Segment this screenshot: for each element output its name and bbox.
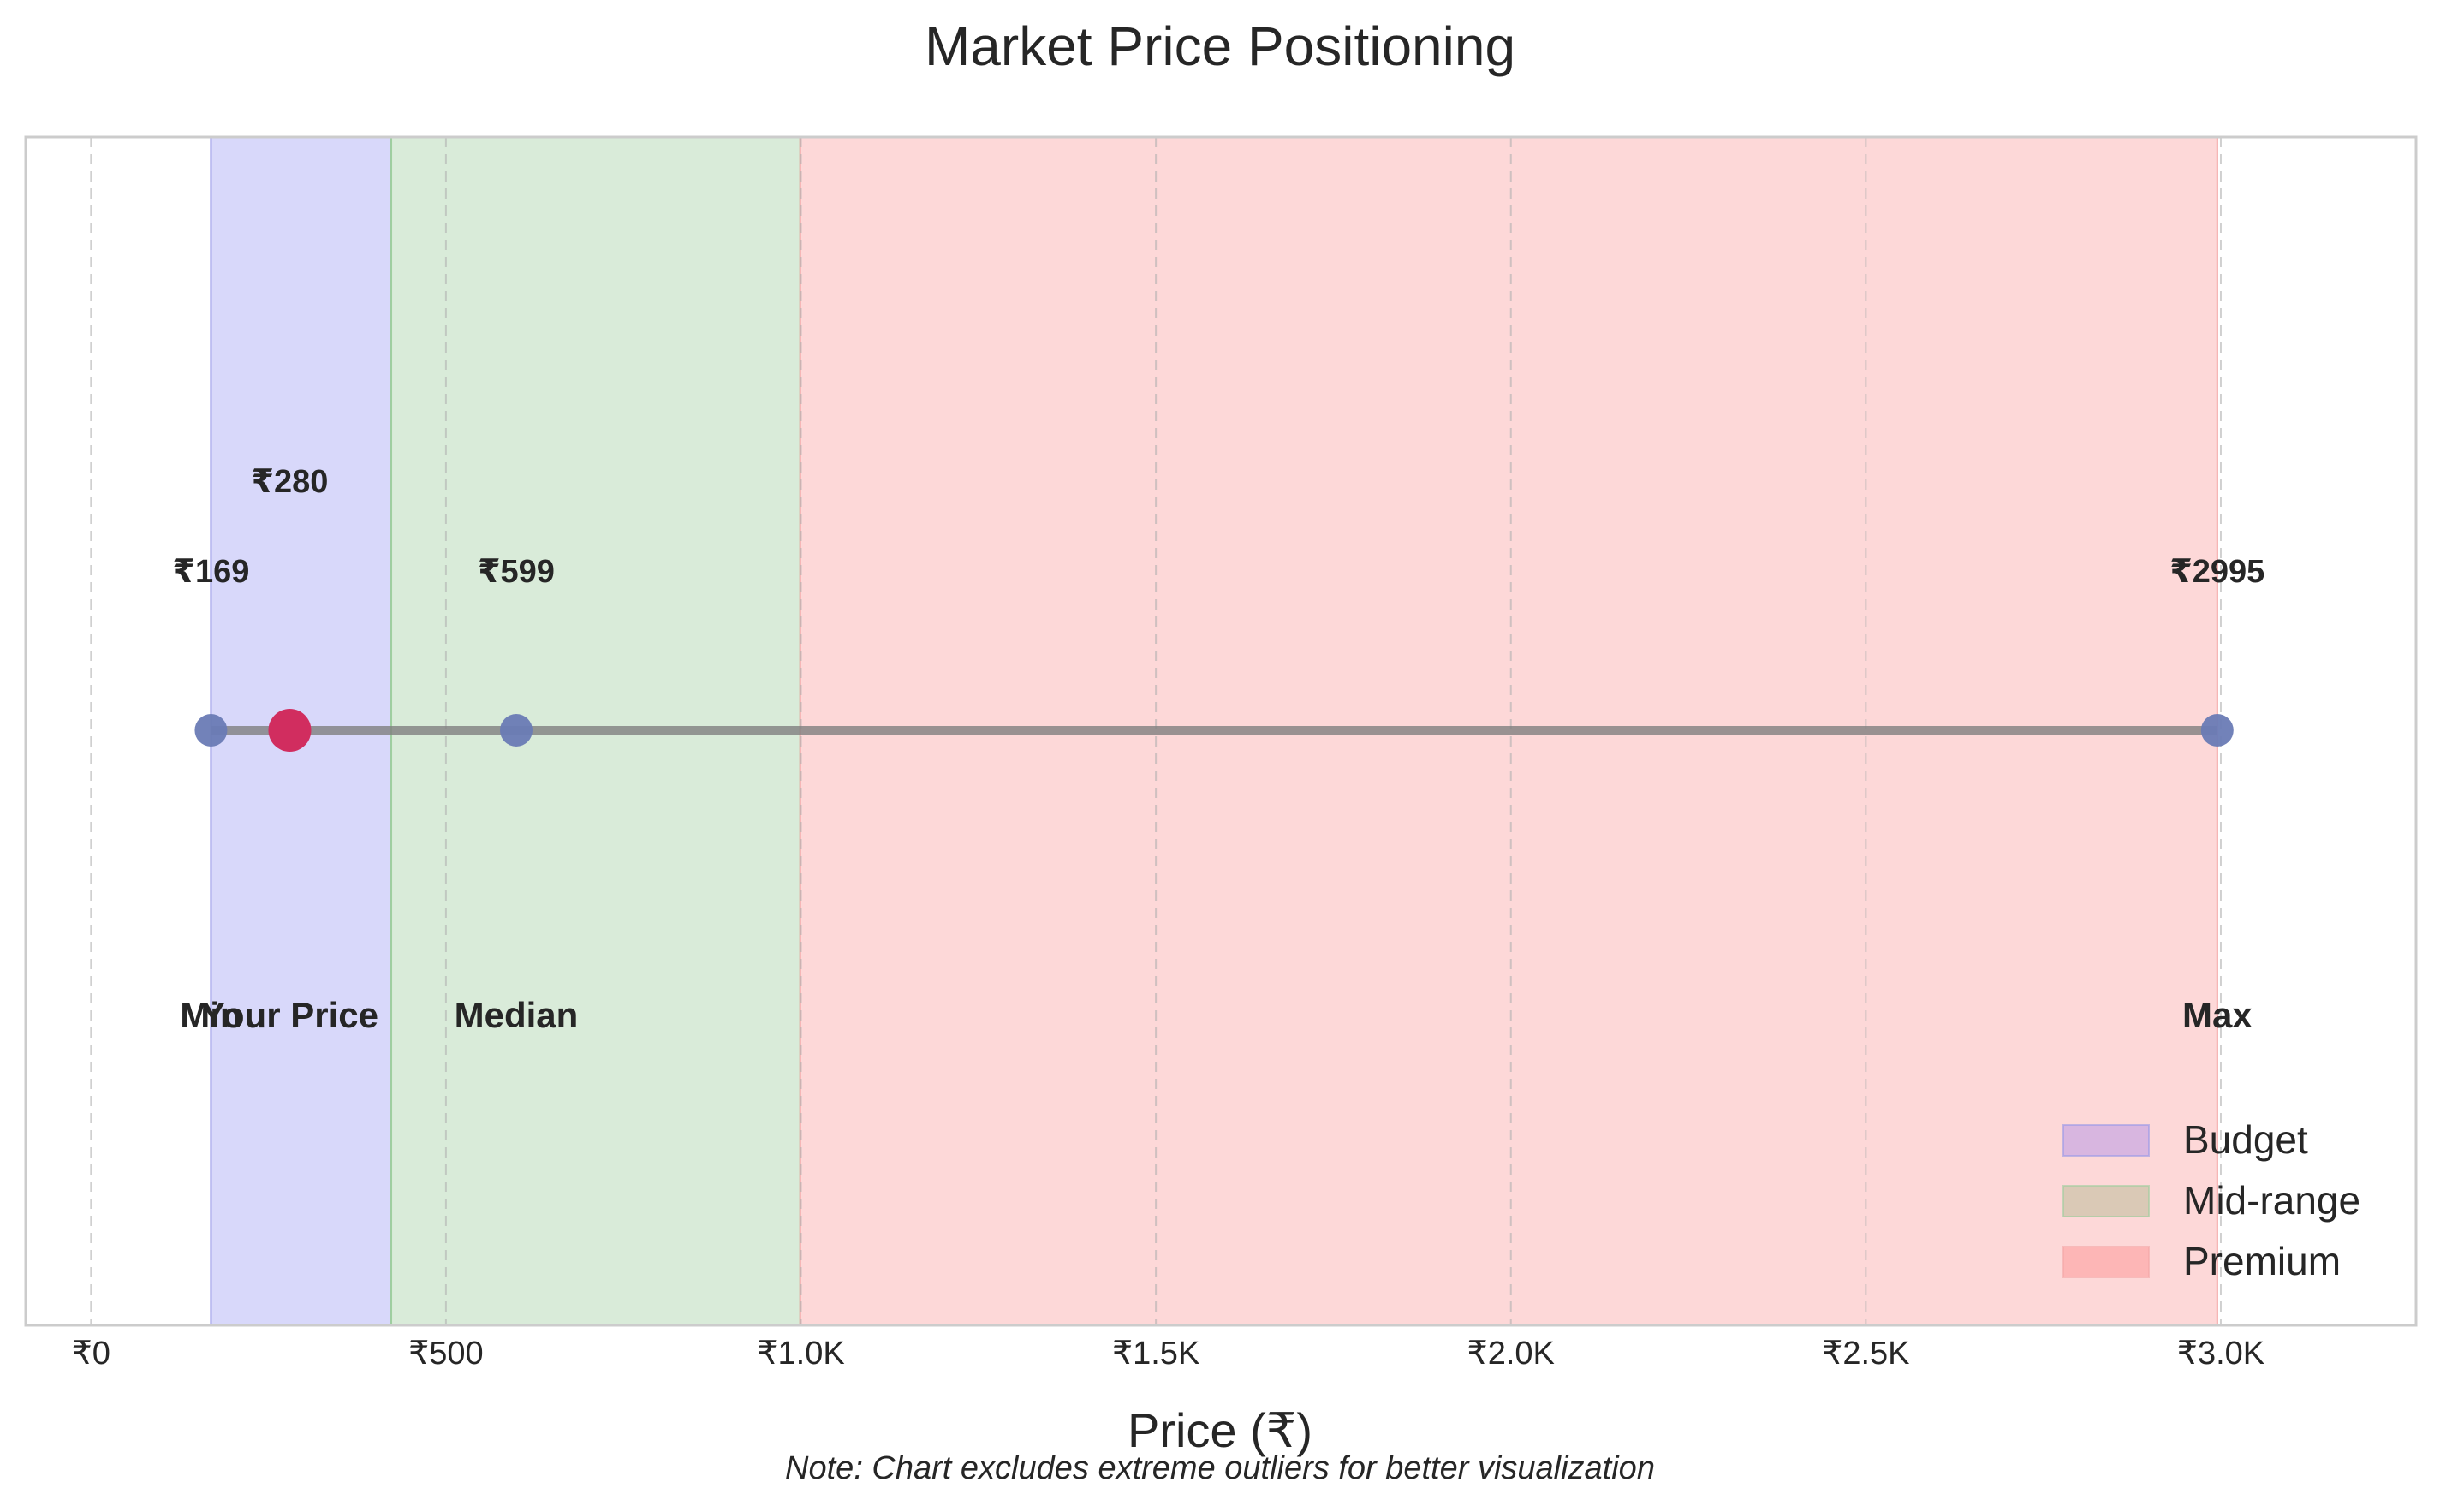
chart-title: Market Price Positioning <box>925 15 1515 77</box>
x-tick-label: ₹0 <box>72 1336 110 1372</box>
x-tick-label: ₹1.5K <box>1112 1336 1199 1372</box>
x-axis-ticks: ₹0 ₹500 ₹1.0K ₹1.5K ₹2.0K ₹2.5K ₹3.0K <box>72 1336 2265 1372</box>
legend-swatch-premium <box>2062 1246 2150 1278</box>
legend-label: Budget <box>2183 1117 2308 1162</box>
x-axis-label: Price (₹) <box>1128 1403 1312 1457</box>
plot-frame <box>24 135 2418 1327</box>
point-your-price <box>268 709 312 752</box>
name-label-your-price: Your Price <box>201 995 378 1035</box>
name-label-max: Max <box>2182 995 2253 1035</box>
point-min <box>194 714 228 747</box>
value-label-max: ₹2995 <box>2169 554 2264 590</box>
value-label-min: ₹169 <box>173 554 250 590</box>
name-label-median: Median <box>455 995 579 1035</box>
x-tick-label: ₹2.0K <box>1467 1336 1555 1372</box>
name-label-min: Min <box>180 995 241 1035</box>
legend-swatch-budget <box>2062 1124 2150 1157</box>
point-max <box>2200 714 2234 747</box>
x-tick-label: ₹500 <box>408 1336 484 1372</box>
x-tick-label: ₹1.0K <box>757 1336 844 1372</box>
x-tick-label: ₹2.5K <box>1822 1336 1909 1372</box>
point-labels: ₹169 Min ₹280 Your Price ₹599 Median ₹2995 Max <box>173 464 2265 1035</box>
value-label-median: ₹599 <box>478 554 555 590</box>
legend-swatch-mid-range <box>2062 1185 2150 1217</box>
legend: Budget Mid-range Premium <box>2062 1117 2360 1283</box>
legend-label: Premium <box>2183 1239 2341 1283</box>
x-tick-label: ₹3.0K <box>2177 1336 2264 1372</box>
value-label-your-price: ₹280 <box>252 464 329 500</box>
legend-label: Mid-range <box>2183 1178 2360 1223</box>
point-median <box>499 714 533 747</box>
chart-note: Note: Chart excludes extreme outliers fo… <box>785 1450 1655 1486</box>
grid-lines <box>90 137 2222 1325</box>
price-points <box>194 709 2234 752</box>
